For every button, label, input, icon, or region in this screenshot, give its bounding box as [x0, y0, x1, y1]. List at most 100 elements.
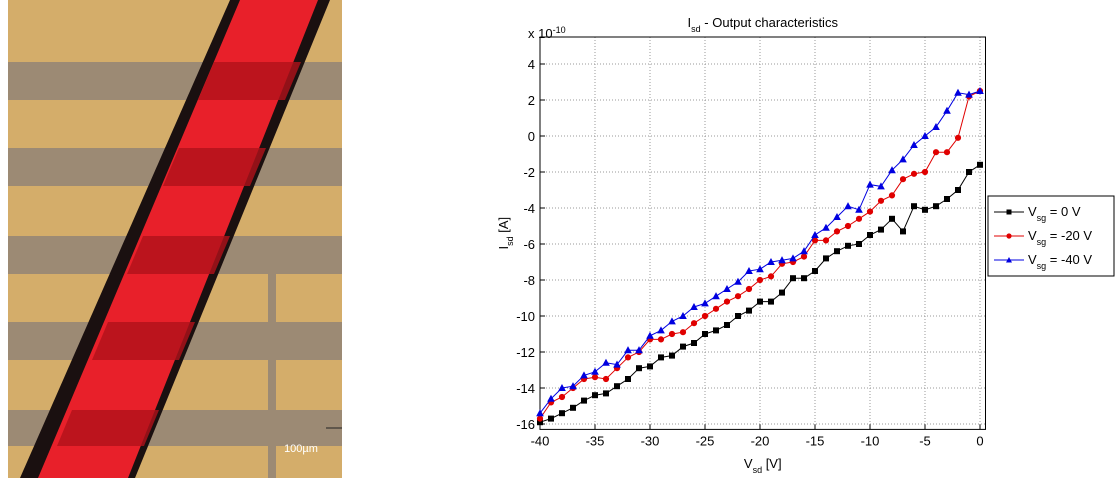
marker	[745, 266, 753, 274]
marker	[723, 284, 731, 292]
marker	[602, 375, 610, 383]
marker	[657, 326, 665, 334]
marker	[954, 134, 962, 141]
marker	[569, 382, 577, 390]
marker	[668, 330, 676, 338]
marker	[603, 390, 609, 397]
marker	[668, 317, 676, 325]
label-rest: [V]	[762, 456, 782, 471]
marker	[735, 313, 741, 319]
marker	[944, 196, 950, 202]
marker	[669, 352, 675, 359]
marker	[713, 327, 719, 334]
marker	[790, 275, 796, 282]
legend-symbol	[1006, 257, 1012, 263]
marker	[701, 299, 709, 307]
y-tick-label: 0	[528, 129, 535, 144]
marker	[844, 222, 852, 230]
label-base: I	[496, 246, 511, 250]
y-tick-label: -10	[516, 309, 535, 324]
marker	[833, 228, 841, 235]
marker	[933, 203, 939, 210]
marker	[624, 346, 632, 354]
label-rest: = -40 V	[1046, 252, 1092, 267]
marker	[899, 155, 907, 163]
marker	[877, 197, 885, 204]
marker	[625, 376, 631, 382]
marker	[690, 320, 698, 327]
marker	[822, 223, 830, 231]
marker	[811, 237, 819, 244]
marker	[921, 131, 929, 139]
y-tick-label: -14	[516, 381, 535, 396]
y-tick-label: -4	[523, 201, 535, 216]
marker	[592, 392, 598, 399]
marker	[570, 404, 576, 411]
marker	[768, 298, 774, 305]
marker	[965, 90, 973, 98]
legend-marker	[1006, 233, 1012, 239]
label: Isd [A]	[496, 217, 515, 250]
label-base: I	[688, 15, 692, 30]
marker	[591, 374, 599, 381]
marker	[977, 161, 983, 168]
marker	[789, 254, 797, 262]
marker	[812, 268, 818, 274]
marker	[834, 248, 840, 255]
label-sub: sg	[1037, 213, 1047, 223]
marker	[679, 329, 687, 336]
marker	[943, 149, 951, 156]
marker	[878, 226, 884, 233]
legend-symbol	[1006, 209, 1012, 215]
marker	[855, 215, 863, 222]
marker	[756, 265, 764, 273]
label-sub: sd	[753, 465, 763, 475]
label-rest: - Output characteristics	[701, 15, 839, 30]
marker	[779, 289, 785, 296]
marker	[734, 293, 742, 300]
x-tick-label: -35	[586, 433, 605, 448]
marker	[844, 202, 852, 210]
marker	[723, 298, 731, 305]
x-tick-label: -20	[751, 433, 770, 448]
marker	[581, 397, 587, 404]
marker	[856, 241, 862, 247]
marker	[932, 122, 940, 130]
marker	[954, 88, 962, 96]
marker	[724, 322, 730, 328]
flake-overlap	[57, 62, 301, 446]
marker	[800, 247, 808, 255]
marker	[911, 203, 917, 210]
label: Vsg = -40 V	[1028, 252, 1092, 271]
marker	[690, 302, 698, 310]
marker	[899, 176, 907, 183]
label: x 10-10	[528, 25, 566, 41]
marker	[867, 232, 873, 238]
label-sup: -10	[553, 25, 566, 35]
marker	[822, 237, 830, 244]
marker	[547, 394, 555, 402]
marker	[536, 415, 544, 422]
label: Vsg = -20 V	[1028, 228, 1092, 247]
marker	[866, 180, 874, 188]
marker	[657, 336, 665, 343]
y-tick-label: -8	[523, 273, 535, 288]
y-tick-label: -6	[523, 237, 535, 252]
marker	[680, 343, 686, 350]
plot-frame	[539, 36, 986, 430]
marker	[701, 312, 709, 320]
legend-marker	[1006, 209, 1012, 215]
label: Vsg = 0 V	[1028, 204, 1081, 223]
label-base: V	[1028, 204, 1037, 219]
marker	[624, 354, 632, 361]
micrograph: 100µm	[8, 0, 342, 478]
x-tick-label: -40	[531, 433, 550, 448]
label-sub: sd	[505, 236, 515, 246]
x-tick-label: -25	[696, 433, 715, 448]
marker	[635, 346, 643, 354]
scale-bar-label: 100µm	[284, 443, 318, 455]
marker	[823, 255, 829, 262]
marker	[800, 253, 808, 260]
marker	[888, 192, 896, 199]
y-tick-label: -12	[516, 345, 535, 360]
